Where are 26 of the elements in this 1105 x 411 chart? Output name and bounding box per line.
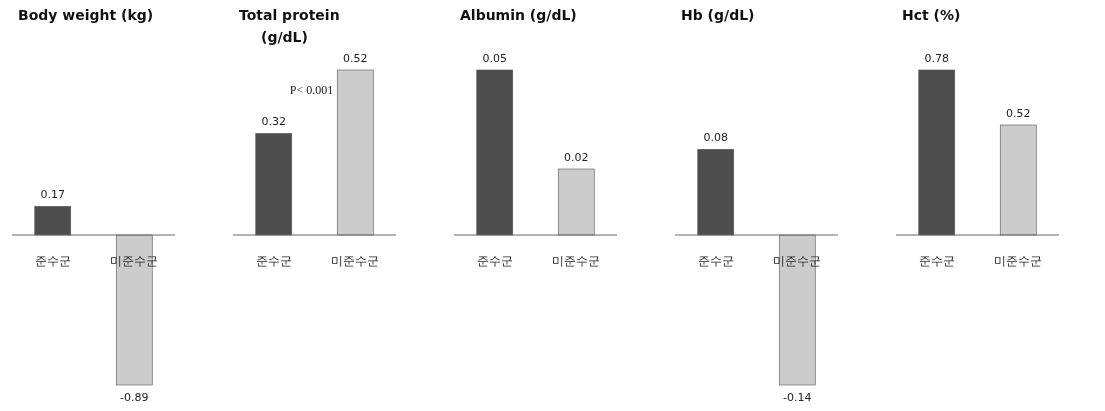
chart-title: Hb (g/dL) <box>681 7 755 23</box>
chart-title: Hct (%) <box>902 7 961 23</box>
data-label: 0.32 <box>261 115 286 129</box>
x-tick-label: 준수군 <box>476 254 513 268</box>
x-tick-label: 미준수군 <box>994 254 1043 268</box>
x-tick-label: 준수군 <box>697 254 734 268</box>
x-tick-label: 준수군 <box>34 254 71 268</box>
x-tick-label: 미준수군 <box>110 254 159 268</box>
data-label: 0.05 <box>482 52 507 65</box>
x-tick-label: 미준수군 <box>552 254 601 268</box>
chart-title: Total protein (g/dL) <box>239 7 340 45</box>
data-label: 0.08 <box>703 131 728 145</box>
x-tick-label: 준수군 <box>255 254 292 268</box>
annotation: P< 0.001 <box>289 83 334 97</box>
data-label: 0.02 <box>564 151 589 164</box>
data-label: 0.52 <box>1006 107 1031 120</box>
data-label: -0.14 <box>783 391 812 404</box>
chart-title: Albumin (g/dL) <box>460 7 577 23</box>
data-label: 0.78 <box>924 52 949 65</box>
data-label: 0.52 <box>343 52 368 65</box>
data-label: 0.17 <box>40 188 65 202</box>
data-label: -0.89 <box>120 391 149 404</box>
x-tick-label: 미준수군 <box>331 254 380 268</box>
chart-title: Body weight (kg) <box>18 7 154 23</box>
x-tick-label: 미준수군 <box>773 254 822 268</box>
x-tick-label: 준수군 <box>918 254 955 268</box>
